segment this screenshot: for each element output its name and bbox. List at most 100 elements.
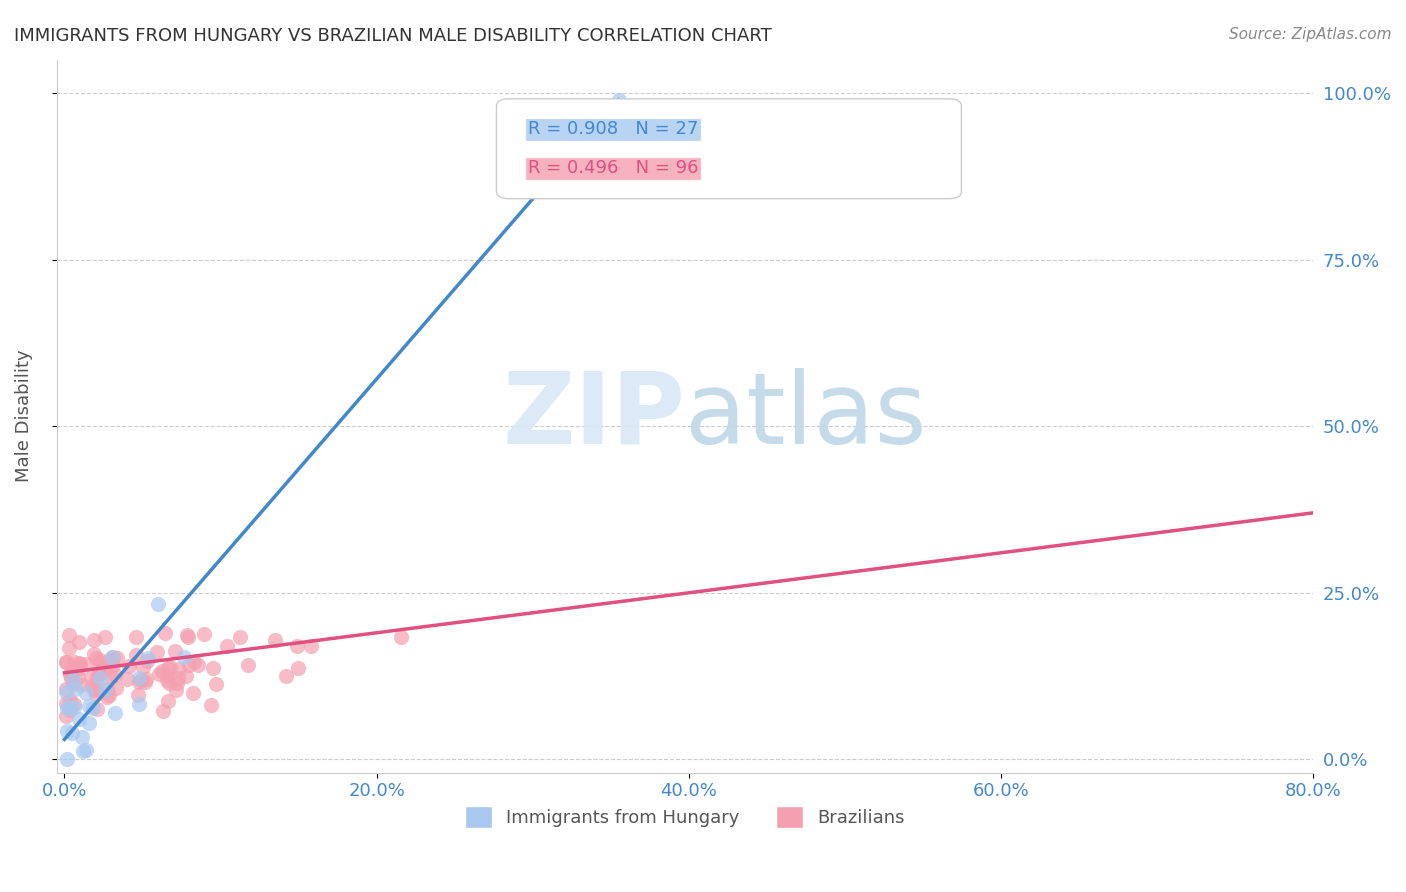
Point <box>82 679 104 693</box>
Point <box>150 664 173 678</box>
Point <box>285 639 308 653</box>
Point <box>391 630 413 644</box>
Point <box>77 699 100 714</box>
Point <box>63 700 86 714</box>
Point <box>201 661 224 675</box>
Point <box>146 597 169 611</box>
Point <box>84 687 107 701</box>
Point <box>72 731 94 745</box>
Point <box>169 662 191 676</box>
Point <box>101 650 124 665</box>
Point <box>89 671 111 685</box>
Point <box>159 660 181 674</box>
Point <box>125 648 148 663</box>
Point <box>58 702 80 716</box>
Point <box>105 681 128 696</box>
Point <box>264 633 287 648</box>
Point <box>128 674 150 689</box>
Point <box>89 666 111 681</box>
Point <box>205 677 228 691</box>
Point <box>101 657 124 672</box>
Point <box>63 681 86 696</box>
Point <box>105 651 128 665</box>
Text: R = 0.908   N = 27: R = 0.908 N = 27 <box>527 120 699 138</box>
Point <box>75 657 97 671</box>
Point <box>72 744 94 758</box>
Point <box>82 701 104 715</box>
Point <box>58 641 80 656</box>
Point <box>165 644 187 658</box>
Point <box>238 657 260 672</box>
Point <box>69 657 91 672</box>
Point <box>115 672 138 686</box>
Point <box>287 661 309 675</box>
Point <box>58 701 80 715</box>
Point <box>157 676 180 690</box>
Point <box>67 635 90 649</box>
Point <box>96 690 118 704</box>
Point <box>186 658 208 673</box>
Point <box>193 627 215 641</box>
Point <box>84 682 107 697</box>
Point <box>156 693 179 707</box>
Point <box>98 688 121 702</box>
Point <box>55 751 77 765</box>
Point <box>155 673 177 688</box>
Point <box>89 665 111 679</box>
Point <box>75 686 97 700</box>
Point <box>60 671 83 685</box>
Point <box>100 649 122 664</box>
Point <box>56 701 79 715</box>
Point <box>89 656 111 670</box>
Point <box>177 657 200 672</box>
Point <box>66 663 89 677</box>
Point <box>63 697 86 711</box>
Point <box>83 648 105 662</box>
Point <box>129 673 152 688</box>
Point <box>148 666 170 681</box>
Point <box>60 725 83 739</box>
Point <box>62 655 84 669</box>
Point <box>83 632 105 647</box>
Point <box>55 681 77 696</box>
Text: Source: ZipAtlas.com: Source: ZipAtlas.com <box>1229 27 1392 42</box>
Point <box>67 670 90 684</box>
Y-axis label: Male Disability: Male Disability <box>15 350 32 483</box>
Point <box>55 696 77 710</box>
Point <box>166 676 188 690</box>
Point <box>75 743 97 757</box>
Point <box>131 659 153 673</box>
Point <box>89 653 111 667</box>
Point <box>62 676 84 690</box>
Point <box>215 639 238 653</box>
Point <box>183 655 205 669</box>
Text: R = 0.496   N = 96: R = 0.496 N = 96 <box>527 160 699 178</box>
Point <box>96 682 118 697</box>
Text: ZIP: ZIP <box>502 368 685 465</box>
FancyBboxPatch shape <box>496 99 962 199</box>
Point <box>67 712 90 726</box>
Point <box>55 685 77 699</box>
Point <box>276 668 298 682</box>
Point <box>83 682 105 697</box>
Point <box>55 655 77 669</box>
Point <box>59 668 82 682</box>
Point <box>86 702 108 716</box>
Point <box>156 661 179 675</box>
Point <box>93 683 115 698</box>
Point <box>127 689 149 703</box>
Point <box>62 673 84 687</box>
Point <box>59 694 82 708</box>
Point <box>176 627 198 641</box>
Point <box>98 654 121 668</box>
Point <box>136 654 159 668</box>
Point <box>55 724 77 739</box>
Point <box>59 665 82 679</box>
Point <box>80 669 103 683</box>
Point <box>134 674 156 689</box>
Point <box>165 682 187 697</box>
Point <box>84 650 107 665</box>
Point <box>152 704 174 718</box>
Point <box>200 698 222 713</box>
Point <box>135 672 157 686</box>
